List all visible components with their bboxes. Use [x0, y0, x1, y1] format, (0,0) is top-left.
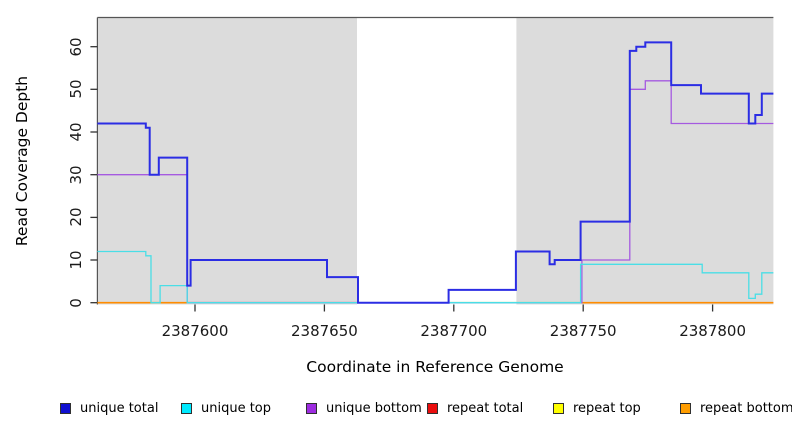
x-tick-label: 2387750 — [549, 322, 617, 340]
legend-item: repeat top — [553, 398, 641, 418]
legend-swatch-icon — [553, 402, 564, 414]
y-tick-label: 30 — [67, 165, 85, 185]
legend-label: repeat bottom — [700, 400, 792, 416]
legend-label: unique total — [80, 400, 159, 416]
y-tick-label: 20 — [67, 207, 85, 227]
legend-label: unique top — [201, 400, 272, 416]
y-tick-label: 50 — [67, 79, 85, 99]
x-axis-title: Coordinate in Reference Genome — [306, 358, 564, 376]
legend-label: repeat top — [573, 400, 641, 416]
legend-label: repeat total — [447, 400, 524, 416]
legend-swatch-icon — [427, 402, 438, 414]
legend-item: unique top — [181, 398, 271, 418]
x-tick-label: 2387800 — [679, 322, 746, 340]
chart-legend: unique total unique top unique bottom repea… — [0, 398, 792, 418]
legend-item: unique total — [60, 398, 158, 418]
y-axis-title: Read Coverage Depth — [13, 75, 31, 247]
legend-swatch-icon — [181, 402, 192, 414]
y-tick-label: 40 — [67, 122, 85, 142]
legend-item: repeat total — [427, 398, 523, 418]
legend-item: repeat bottom — [680, 398, 792, 418]
x-tick-label: 2387650 — [290, 322, 358, 340]
x-tick-label: 2387600 — [161, 322, 229, 340]
y-tick-label: 60 — [67, 37, 85, 57]
x-tick-label: 2387700 — [420, 322, 488, 340]
legend-swatch-icon — [60, 402, 71, 414]
legend-item: unique bottom — [306, 398, 422, 418]
legend-label: unique bottom — [326, 400, 422, 416]
y-tick-label: 0 — [67, 297, 85, 308]
legend-swatch-icon — [680, 402, 691, 414]
legend-swatch-icon — [306, 402, 317, 414]
y-tick-label: 10 — [67, 250, 85, 270]
